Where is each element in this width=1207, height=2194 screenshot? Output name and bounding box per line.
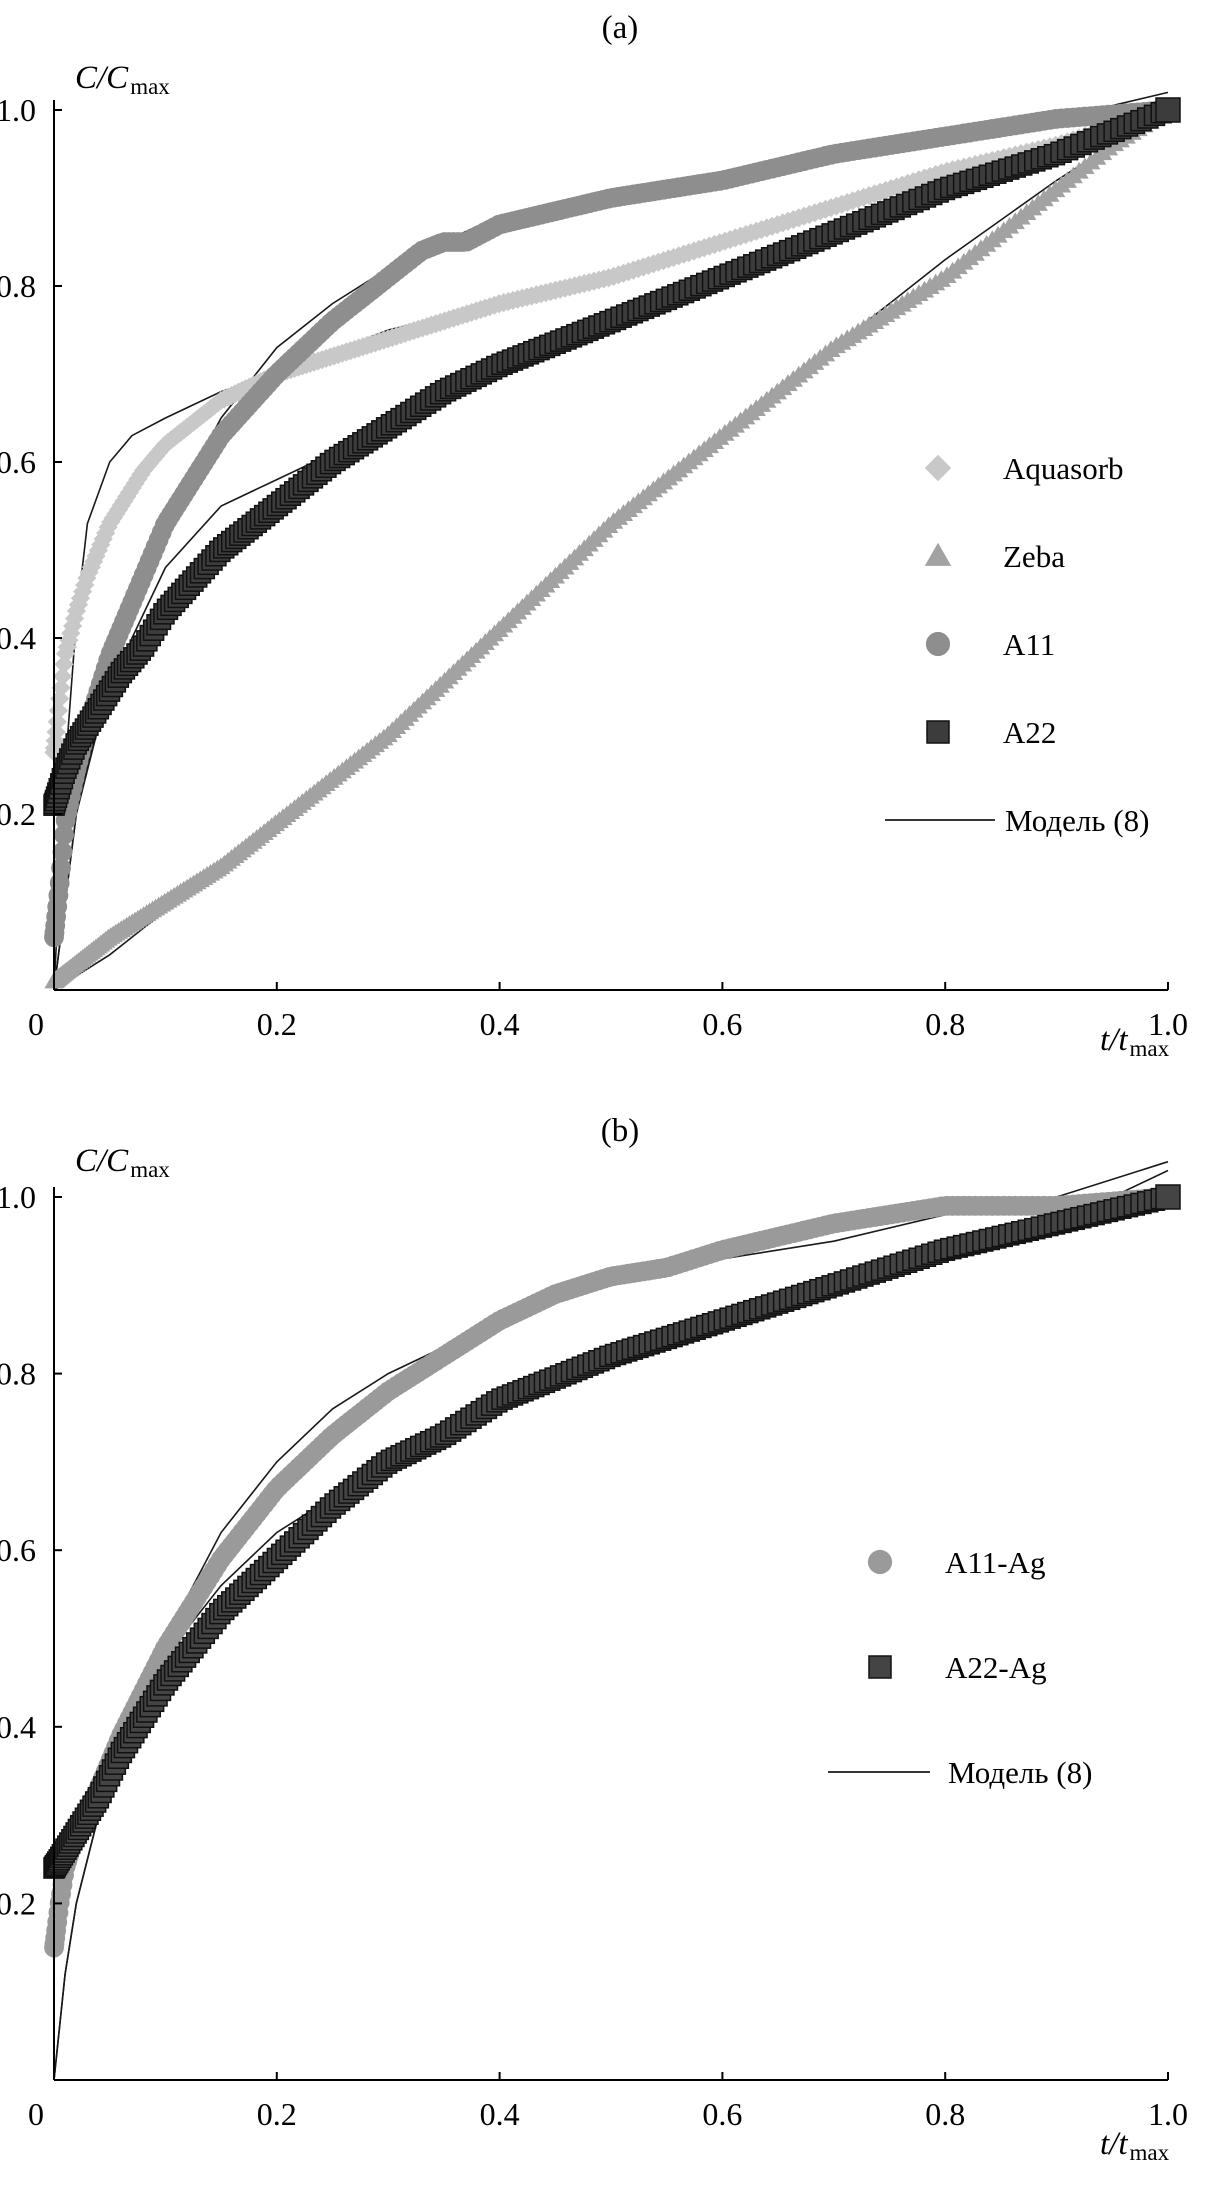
y-tick-label: 0.8 bbox=[0, 268, 36, 304]
series-a22 bbox=[43, 97, 1181, 816]
x-tick-label: 1.0 bbox=[1148, 2096, 1188, 2132]
legend-item-a22: A22 bbox=[926, 715, 1056, 750]
data-point bbox=[45, 731, 65, 751]
legend-item-aquasorb: Aquasorb bbox=[924, 451, 1124, 486]
data-point bbox=[1155, 1184, 1181, 1210]
y-axis-label: C/Cmax bbox=[75, 60, 170, 99]
panel-b: (b) C/Cmax t/tmax 0 0.2 0.4 0.6 0.8 1.0 0.2 0.4… bbox=[0, 1113, 1188, 2165]
legend-item-a11-ag: A11-Ag bbox=[867, 1545, 1045, 1580]
legend-item-a11: A11 bbox=[925, 627, 1055, 662]
x-tick-label: 0.4 bbox=[480, 1006, 520, 1042]
legend-item-model: Модель (8) bbox=[828, 1755, 1092, 1790]
x-tick-label: 0.4 bbox=[480, 2096, 520, 2132]
y-tick-label: 0.4 bbox=[0, 620, 36, 656]
legend-label: A11-Ag bbox=[945, 1545, 1045, 1580]
legend-marker bbox=[924, 542, 952, 566]
legend-label: Aquasorb bbox=[1003, 451, 1124, 486]
legend-marker bbox=[867, 1549, 893, 1575]
x-tick-label: 0.8 bbox=[925, 2096, 965, 2132]
legend-item-a22-ag: A22-Ag bbox=[868, 1650, 1047, 1685]
legend-label: A22-Ag bbox=[945, 1650, 1047, 1685]
x-axis-label: t/tmax bbox=[1100, 2126, 1170, 2165]
x-tick-label: 1.0 bbox=[1148, 1006, 1188, 1042]
data-point bbox=[51, 857, 71, 878]
legend-marker bbox=[924, 454, 952, 482]
y-tick-label: 0.6 bbox=[0, 444, 36, 480]
x-tick-label: 0.8 bbox=[925, 1006, 965, 1042]
legend-label: Модель (8) bbox=[948, 1755, 1092, 1790]
legend-item-model: Модель (8) bbox=[885, 803, 1149, 838]
data-point bbox=[54, 654, 74, 674]
y-tick-label: 0.8 bbox=[0, 1356, 36, 1392]
y-tick-label: 0.4 bbox=[0, 1709, 36, 1745]
series-zeba bbox=[44, 98, 1180, 989]
data-point bbox=[54, 825, 74, 845]
x-tick-label: 0.6 bbox=[702, 2096, 742, 2132]
data-point bbox=[46, 722, 66, 742]
panel-label: (b) bbox=[601, 1113, 639, 1149]
legend-marker bbox=[868, 1655, 892, 1679]
data-point bbox=[52, 666, 73, 686]
y-tick-label: 0.2 bbox=[0, 1885, 36, 1921]
y-tick-label: 1.0 bbox=[0, 1179, 36, 1215]
x-tick-label: 0.2 bbox=[257, 1006, 297, 1042]
data-point bbox=[52, 841, 73, 862]
data-point bbox=[51, 678, 71, 698]
x-tick-label: 0 bbox=[28, 2096, 44, 2132]
panel-a: (a) C/Cmax t/tmax 0 0.2 0.4 0.6 0.8 1.0 0.2 0.4… bbox=[0, 10, 1188, 1061]
legend-label: Zeba bbox=[1003, 539, 1065, 574]
x-tick-label: 0 bbox=[28, 1006, 44, 1042]
y-axis-label: C/Cmax bbox=[75, 1143, 170, 1182]
legend-label: Модель (8) bbox=[1005, 803, 1149, 838]
data-point bbox=[47, 712, 67, 732]
data-point bbox=[1155, 97, 1181, 123]
y-tick-label: 0.6 bbox=[0, 1532, 36, 1568]
series-a22-ag bbox=[43, 1184, 1181, 1879]
legend-marker bbox=[926, 720, 950, 744]
legend-marker bbox=[925, 631, 951, 657]
x-axis-label: t/tmax bbox=[1100, 1022, 1170, 1061]
y-tick-label: 0.2 bbox=[0, 796, 36, 832]
legend-label: A11 bbox=[1003, 627, 1055, 662]
legend-label: A22 bbox=[1003, 715, 1056, 750]
x-tick-label: 0.2 bbox=[257, 2096, 297, 2132]
y-tick-label: 1.0 bbox=[0, 92, 36, 128]
legend-item-zeba: Zeba bbox=[924, 539, 1065, 574]
x-tick-label: 0.6 bbox=[702, 1006, 742, 1042]
panel-label: (a) bbox=[602, 10, 639, 46]
